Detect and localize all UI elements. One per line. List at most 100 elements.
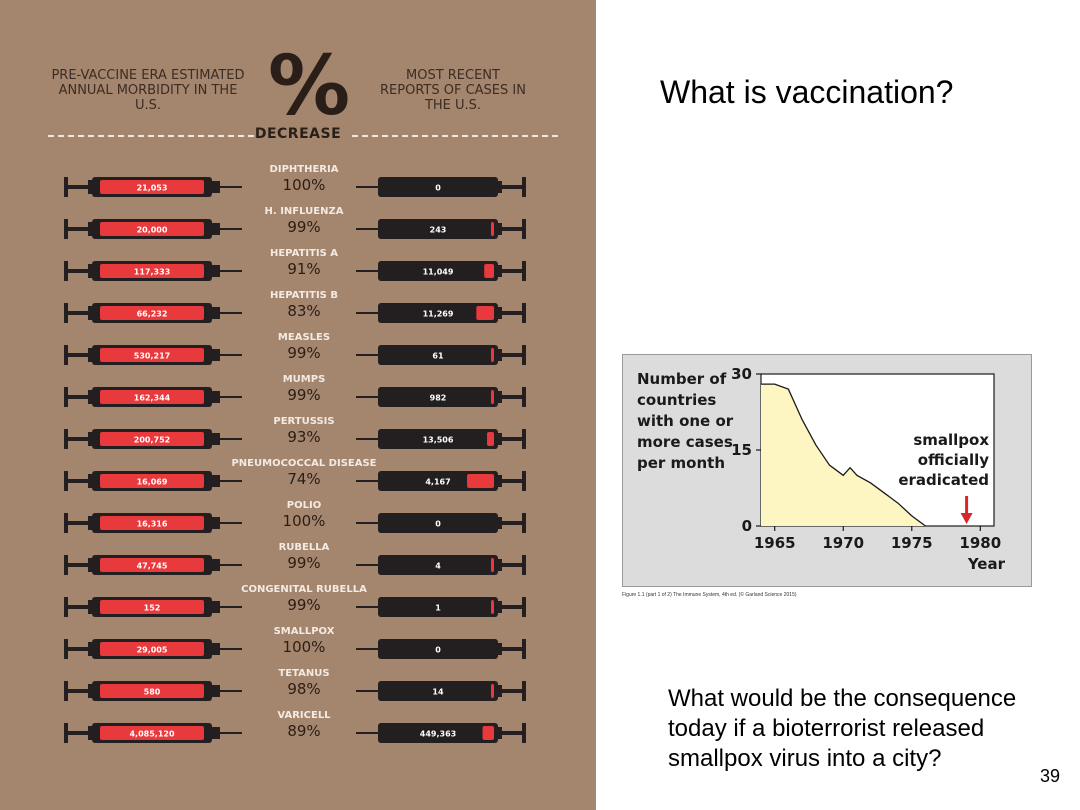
disease-name: CONGENITAL RUBELLA: [241, 584, 367, 595]
recent-cases-count: 243: [430, 226, 447, 235]
disease-name: VARICELL: [277, 710, 331, 721]
dashed-divider-left: [48, 135, 254, 137]
pre-vaccine-fill: [100, 432, 204, 446]
decrease-percent: 74%: [287, 470, 321, 488]
recent-cases-fill: [491, 600, 494, 614]
disease-name: PERTUSSIS: [273, 416, 335, 427]
y-tick-label: 0: [742, 517, 752, 535]
recent-cases-count: 1: [435, 604, 441, 613]
recent-cases-syringe-icon: 1: [356, 597, 526, 617]
recent-cases-count: 13,506: [423, 436, 454, 445]
pre-vaccine-syringe-icon: 16,316: [64, 513, 242, 533]
recent-cases-syringe-icon: 4: [356, 555, 526, 575]
vaccine-infographic: PRE-VACCINE ERA ESTIMATED ANNUAL MORBIDI…: [0, 0, 596, 810]
pre-vaccine-count: 580: [144, 688, 161, 697]
case-line: [761, 383, 926, 527]
y-axis-label: Number of countries with one or more cas…: [637, 370, 734, 472]
slide-title: What is vaccination?: [660, 74, 954, 110]
pre-vaccine-fill: [100, 306, 204, 320]
decrease-percent: 83%: [287, 302, 321, 320]
decrease-percent: 91%: [287, 260, 321, 278]
recent-cases-fill: [491, 348, 494, 362]
pre-vaccine-syringe-icon: 66,232: [64, 303, 242, 323]
recent-cases-fill: [491, 684, 494, 698]
decrease-percent: 100%: [282, 176, 326, 194]
recent-cases-syringe-icon: 14: [356, 681, 526, 701]
recent-cases-count: 61: [432, 352, 444, 361]
decrease-percent: 99%: [287, 386, 321, 404]
decrease-percent: 100%: [282, 638, 326, 656]
recent-cases-fill: [476, 306, 494, 320]
pre-vaccine-count: 117,333: [134, 268, 170, 277]
x-tick-label: 1980: [959, 534, 1001, 552]
header-recent-cases: MOST RECENT REPORTS OF CASES IN THE U.S.: [380, 68, 526, 113]
recent-cases-count: 0: [435, 520, 441, 529]
pre-vaccine-syringe-icon: 152: [64, 597, 242, 617]
disease-name: RUBELLA: [278, 542, 330, 553]
pre-vaccine-syringe-icon: 530,217: [64, 345, 242, 365]
recent-cases-fill: [491, 390, 494, 404]
disease-name: TETANUS: [278, 668, 330, 679]
recent-cases-fill: [484, 264, 494, 278]
pre-vaccine-syringe-icon: 16,069: [64, 471, 242, 491]
disease-name: MUMPS: [282, 374, 326, 385]
disease-name: HEPATITIS A: [269, 248, 339, 259]
recent-cases-syringe-icon: 61: [356, 345, 526, 365]
decrease-label: DECREASE: [254, 126, 342, 142]
x-tick-label: 1975: [891, 534, 933, 552]
percent-symbol: %: [268, 39, 351, 134]
recent-cases-count: 4,167: [425, 478, 450, 487]
disease-name: H. INFLUENZA: [264, 206, 344, 217]
decrease-percent: 99%: [287, 344, 321, 362]
pre-vaccine-count: 29,005: [137, 646, 168, 655]
y-tick-label: 15: [731, 441, 752, 459]
chart-canvas: 0 15 30 1965 1970 1975 1980: [731, 365, 1001, 552]
figure-caption: Figure 1.1 (part 1 of 2) The Immune Syst…: [622, 592, 797, 598]
x-tick-label: 1970: [822, 534, 864, 552]
recent-cases-syringe-icon: 0: [356, 513, 526, 533]
eradication-annotation: smallpox officially eradicated: [898, 431, 989, 489]
decrease-percent: 99%: [287, 554, 321, 572]
recent-cases-fill: [491, 222, 494, 236]
recent-cases-fill: [482, 726, 494, 740]
recent-cases-count: 14: [432, 688, 444, 697]
pre-vaccine-count: 530,217: [134, 352, 170, 361]
recent-cases-syringe-icon: 11,049: [356, 261, 526, 281]
pre-vaccine-count: 47,745: [137, 562, 168, 571]
disease-name: HEPATITIS B: [270, 290, 338, 301]
disease-name: DIPHTHERIA: [269, 164, 339, 175]
pre-vaccine-syringe-icon: 4,085,120: [64, 723, 242, 743]
recent-cases-syringe-icon: 449,363: [356, 723, 526, 743]
eradication-arrowhead-icon: [960, 513, 973, 524]
pre-vaccine-fill: [100, 348, 204, 362]
pre-vaccine-fill: [100, 558, 204, 572]
recent-cases-syringe-icon: 11,269: [356, 303, 526, 323]
pre-vaccine-fill: [100, 222, 204, 236]
recent-cases-syringe-icon: 13,506: [356, 429, 526, 449]
pre-vaccine-count: 20,000: [137, 226, 168, 235]
pre-vaccine-fill: [100, 516, 204, 530]
pre-vaccine-syringe-icon: 29,005: [64, 639, 242, 659]
pre-vaccine-fill: [100, 684, 204, 698]
disease-name: PNEUMOCOCCAL DISEASE: [231, 458, 377, 469]
pre-vaccine-syringe-icon: 200,752: [64, 429, 242, 449]
recent-cases-count: 0: [435, 184, 441, 193]
disease-name: POLIO: [286, 500, 322, 511]
recent-cases-syringe-icon: 982: [356, 387, 526, 407]
pre-vaccine-count: 16,069: [137, 478, 168, 487]
decrease-percent: 89%: [287, 722, 321, 740]
pre-vaccine-fill: [100, 474, 204, 488]
decrease-percent: 98%: [287, 680, 321, 698]
pre-vaccine-fill: [100, 600, 204, 614]
pre-vaccine-count: 162,344: [134, 394, 171, 403]
y-tick-label: 30: [731, 365, 752, 383]
decrease-percent: 93%: [287, 428, 321, 446]
x-tick-label: 1965: [754, 534, 796, 552]
recent-cases-fill: [491, 558, 494, 572]
discussion-question: What would be the consequence today if a…: [668, 685, 1017, 772]
disease-name: MEASLES: [277, 332, 331, 343]
recent-cases-count: 449,363: [420, 730, 456, 739]
recent-cases-syringe-icon: 0: [356, 639, 526, 659]
pre-vaccine-count: 4,085,120: [129, 730, 174, 739]
pre-vaccine-fill: [100, 180, 204, 194]
